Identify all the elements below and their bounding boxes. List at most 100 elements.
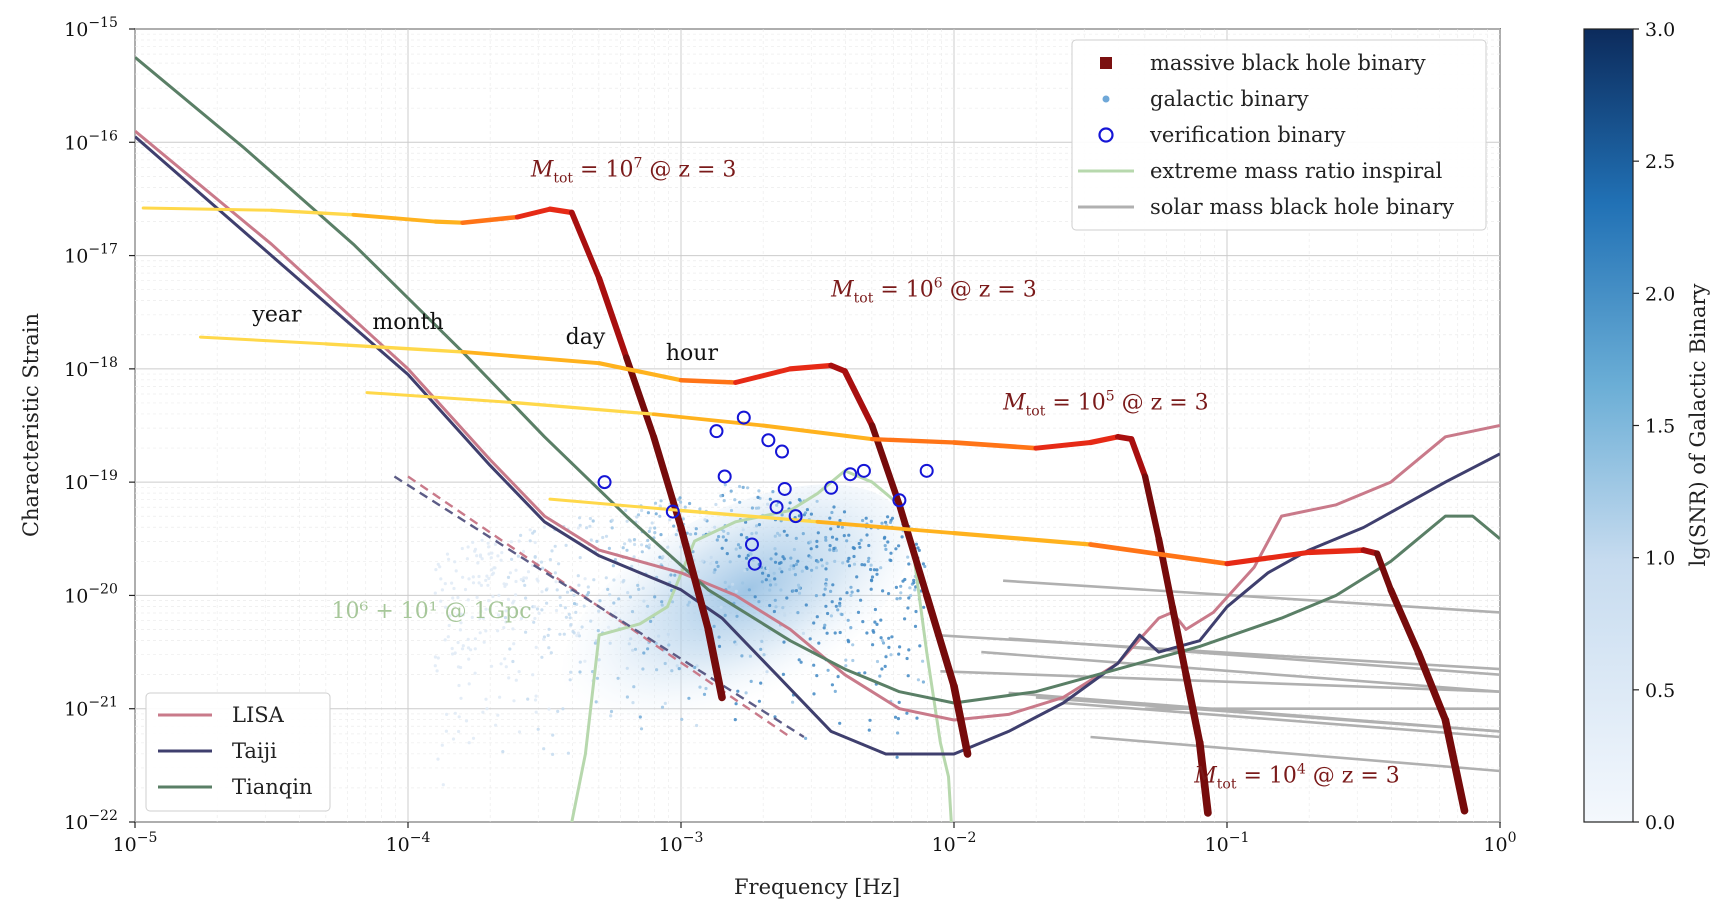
galactic-binary-point (450, 646, 454, 651)
galactic-binary-point (831, 583, 835, 587)
galactic-binary-point (568, 616, 572, 620)
galactic-binary-point (653, 531, 657, 535)
galactic-binary-point (504, 609, 508, 613)
galactic-binary-point (576, 526, 581, 530)
galactic-binary-point (814, 594, 819, 598)
galactic-binary-point (832, 546, 836, 551)
legend-marker-circle (1098, 127, 1114, 143)
galactic-binary-point (627, 642, 631, 646)
galactic-binary-point (838, 597, 843, 601)
galactic-binary-point (826, 611, 830, 616)
galactic-binary-point (741, 528, 745, 532)
galactic-binary-point (610, 526, 614, 530)
galactic-binary-point (724, 538, 728, 542)
galactic-binary-point (830, 683, 835, 687)
galactic-binary-point (715, 538, 719, 542)
galactic-binary-point (856, 610, 861, 615)
galactic-binary-point (668, 518, 672, 522)
galactic-binary-point (713, 525, 717, 529)
galactic-binary-point (898, 645, 902, 649)
mbhb-track-segment (1087, 434, 1121, 446)
galactic-binary-point (757, 506, 761, 510)
y-tick-label: 10−22 (64, 808, 118, 834)
verification-binary-marker (892, 493, 907, 508)
galactic-binary-point (479, 609, 483, 614)
galactic-binary-point (907, 562, 911, 566)
galactic-binary-point (453, 560, 457, 564)
mbhb-track-segment (733, 366, 793, 385)
galactic-binary-point (496, 629, 500, 633)
verification-binary-marker (747, 556, 762, 571)
galactic-binary-point (519, 533, 523, 538)
galactic-binary-point (768, 579, 772, 583)
emri-annotation: 10⁶ + 10¹ @ 1Gpc (332, 599, 532, 624)
legend-label: verification binary (1149, 123, 1346, 147)
galactic-binary-point (728, 560, 732, 564)
time-annotation: hour (666, 341, 719, 366)
galactic-binary-point (456, 640, 460, 645)
galactic-binary-point (558, 632, 562, 636)
galactic-binary-point (481, 710, 485, 714)
galactic-binary-point (916, 678, 921, 682)
galactic-binary-point (482, 640, 486, 644)
galactic-binary-point (789, 556, 793, 560)
galactic-binary-point (861, 620, 865, 624)
galactic-binary-point (642, 599, 646, 603)
galactic-binary-point (773, 547, 777, 551)
galactic-binary-point (883, 544, 887, 548)
galactic-binary-point (536, 727, 540, 731)
galactic-binary-point (653, 595, 657, 599)
galactic-binary-point (824, 567, 828, 571)
galactic-binary-point (484, 607, 488, 611)
galactic-binary-point (647, 543, 652, 547)
time-annotation: month (372, 310, 443, 335)
colorbar-label: lg(SNR) of Galactic Binary (1686, 283, 1710, 566)
galactic-binary-point (838, 601, 842, 606)
galactic-binary-point (819, 558, 824, 562)
galactic-binary-point (572, 631, 576, 635)
galactic-binary-point (761, 571, 765, 575)
verification-binary-marker (744, 537, 759, 552)
galactic-binary-point (884, 655, 888, 659)
galactic-binary-point (782, 529, 786, 533)
galactic-binary-point (617, 597, 621, 601)
galactic-binary-point (627, 538, 632, 542)
galactic-binary-point (800, 569, 804, 573)
mbhb-track-segment (548, 497, 683, 512)
galactic-binary-point (721, 535, 725, 539)
galactic-binary-point (611, 564, 616, 568)
galactic-binary-point (739, 533, 744, 537)
galactic-binary-point (640, 543, 644, 547)
galactic-binary-point (440, 588, 444, 592)
galactic-binary-point (659, 499, 663, 503)
galactic-binary-point (646, 604, 650, 608)
galactic-binary-point (616, 676, 620, 680)
galactic-binary-point (451, 737, 456, 741)
galactic-binary-point (849, 593, 853, 598)
galactic-binary-point (897, 652, 901, 656)
galactic-binary-point (778, 533, 782, 537)
galactic-binary-point (673, 573, 677, 577)
mbhb-track-segment (597, 361, 684, 383)
galactic-binary-point (467, 682, 471, 686)
galactic-binary-point (762, 653, 766, 657)
legend-box (1071, 39, 1487, 231)
galactic-binary-point (445, 712, 449, 717)
galactic-binary-point (466, 646, 471, 650)
galactic-binary-point (737, 554, 741, 558)
galactic-binary-point (441, 783, 445, 787)
galactic-binary-point (881, 641, 886, 645)
galactic-binary-point (696, 570, 701, 574)
mbhb-track-segment (596, 275, 630, 361)
galactic-binary-point (641, 667, 645, 671)
galactic-binary-point (493, 542, 497, 547)
galactic-binary-point (585, 593, 589, 597)
solar-mass-bhb-line (940, 670, 1500, 693)
galactic-binary-point (912, 578, 916, 582)
mbhb-track-segment (896, 501, 931, 599)
galactic-binary-point (601, 535, 605, 540)
galactic-binary-point (772, 609, 777, 614)
galactic-binary-point (828, 544, 832, 548)
galactic-binary-point (549, 651, 553, 655)
galactic-binary-point (882, 536, 887, 540)
